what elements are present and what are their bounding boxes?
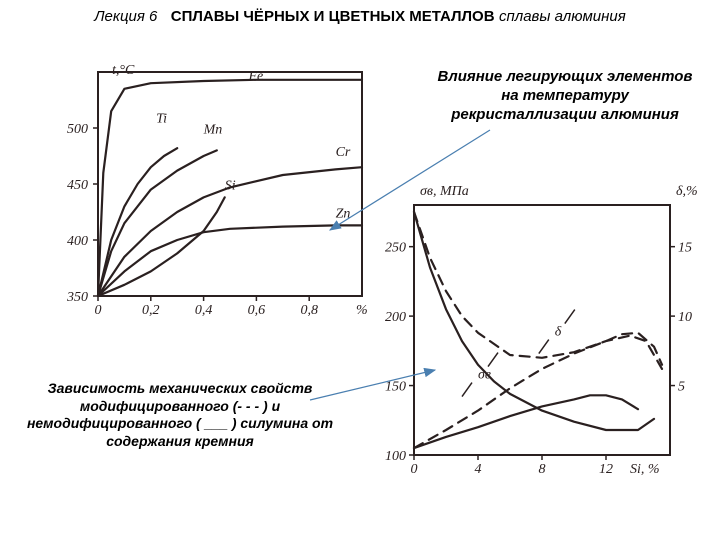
title-main: СПЛАВЫ ЧЁРНЫХ И ЦВЕТНЫХ МЕТАЛЛОВ [171,8,495,25]
svg-text:0,8: 0,8 [300,303,318,318]
svg-text:350: 350 [66,290,88,305]
svg-text:12: 12 [599,462,613,477]
recrystallization-chart: 350 400 450 500 0 0,2 0,4 0,6 0,8 t,°C% Fe Ti Mn Cr Si… [50,60,370,320]
svg-text:δ: δ [555,325,562,340]
svg-text:15: 15 [678,241,692,256]
svg-text:t,°C: t,°C [112,63,135,78]
svg-text:200: 200 [385,310,406,325]
svg-text:σв: σв [478,368,491,383]
svg-text:450: 450 [67,178,88,193]
caption-right: Влияние легирующих элементов на температ… [435,68,695,124]
svg-text:0: 0 [411,462,418,477]
svg-text:Ti: Ti [156,111,167,126]
svg-text:Cr: Cr [336,145,351,160]
svg-text:10: 10 [678,310,692,325]
svg-text:400: 400 [67,234,88,249]
title-prefix: Лекция 6 [94,8,157,25]
silumin-chart: 1001502002505101504812σв, МПаδ,%Si, %δσв [370,175,710,485]
svg-text:0: 0 [95,303,102,318]
svg-text:0,6: 0,6 [248,303,266,318]
svg-text:Fe: Fe [247,69,263,84]
slide-title: Лекция 6 СПЛАВЫ ЧЁРНЫХ И ЦВЕТНЫХ МЕТАЛЛО… [0,0,720,26]
svg-text:Mn: Mn [203,123,223,138]
svg-text:Si: Si [225,179,236,194]
svg-text:Zn: Zn [336,207,351,222]
svg-text:δ,%: δ,% [676,184,698,199]
svg-text:0,4: 0,4 [195,303,213,318]
title-suffix: сплавы алюминия [499,8,626,25]
svg-text:%: % [356,303,368,318]
svg-text:Si, %: Si, % [630,462,660,477]
svg-text:100: 100 [385,449,406,464]
svg-text:500: 500 [67,122,88,137]
svg-text:0,2: 0,2 [142,303,160,318]
svg-text:250: 250 [385,241,406,256]
svg-text:4: 4 [475,462,482,477]
svg-text:5: 5 [678,380,685,395]
svg-text:σв, МПа: σв, МПа [420,184,469,199]
svg-text:150: 150 [385,380,406,395]
svg-text:8: 8 [539,462,546,477]
caption-left: Зависимость механических свойств модифиц… [20,380,340,450]
